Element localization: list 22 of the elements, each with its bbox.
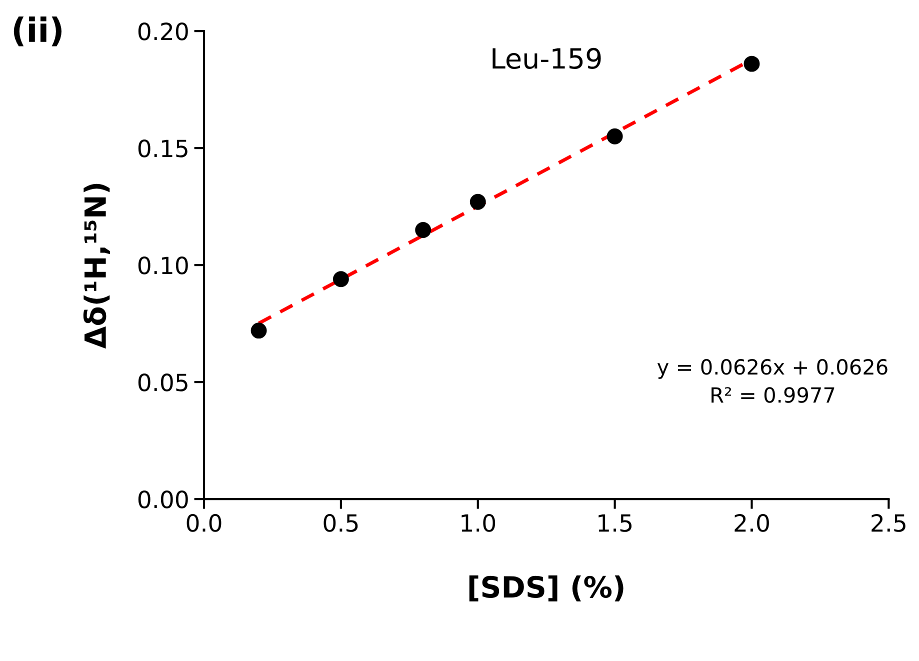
point [606, 128, 623, 144]
y-tick-label: 0.20 [138, 22, 188, 40]
y-tick-label: 0.00 [138, 490, 188, 508]
text: (ii) [14, 16, 62, 46]
y-tick-label: 0.15 [138, 140, 188, 158]
chart-title: Leu-159 [492, 48, 601, 69]
point [415, 222, 432, 238]
x-tick-label: 1.5 [598, 514, 632, 532]
x-axis-title: [SDS] (%) [469, 575, 624, 602]
y-tick-label: 0.05 [138, 374, 188, 392]
x-tick-label: 1.0 [462, 514, 496, 532]
point [332, 271, 349, 288]
point [250, 322, 267, 339]
x-tick-label: 2.0 [734, 514, 769, 532]
annotation: y = 0.0626x + 0.0626 R² = 0.9977 [657, 359, 888, 403]
x-tick-label: 2.5 [872, 514, 906, 532]
point [470, 194, 486, 210]
x-tick-label: 0.0 [186, 514, 222, 532]
y-axis-title: Δδ(¹H,¹⁵N) [83, 184, 110, 349]
y-tick-label: 0.10 [138, 256, 188, 274]
point [744, 56, 760, 72]
x-tick-label: 0.5 [324, 514, 358, 532]
